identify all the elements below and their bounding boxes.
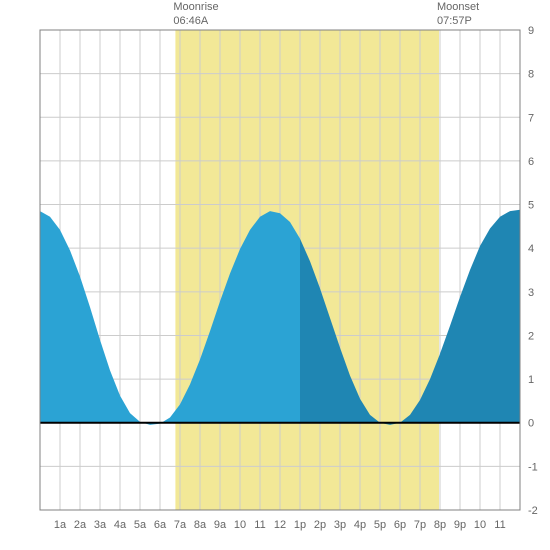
chart-svg: -2-101234567891a2a3a4a5a6a7a8a9a1011121p… [0, 0, 550, 550]
y-tick-label: 9 [528, 25, 534, 37]
y-tick-label: -2 [528, 505, 538, 517]
x-tick-label: 4p [354, 519, 366, 531]
x-tick-label: 10 [474, 519, 486, 531]
y-tick-label: 0 [528, 418, 534, 430]
x-tick-label: 9a [214, 519, 227, 531]
x-tick-label: 3a [94, 519, 107, 531]
x-tick-label: 5p [374, 519, 386, 531]
x-tick-label: 10 [234, 519, 246, 531]
y-tick-label: 8 [528, 69, 534, 81]
x-tick-label: 11 [494, 519, 505, 531]
y-tick-label: 5 [528, 200, 534, 212]
x-tick-label: 6p [394, 519, 406, 531]
x-tick-label: 4a [114, 519, 127, 531]
x-tick-label: 6a [154, 519, 167, 531]
moonrise-annotation: Moonrise 06:46A [173, 0, 218, 29]
x-tick-label: 5a [134, 519, 147, 531]
x-tick-label: 12 [274, 519, 286, 531]
x-tick-label: 3p [334, 519, 346, 531]
x-tick-label: 2p [314, 519, 326, 531]
moonrise-time: 06:46A [173, 14, 218, 28]
y-tick-label: -1 [528, 461, 538, 473]
x-tick-label: 9p [454, 519, 466, 531]
x-tick-label: 8a [194, 519, 207, 531]
y-tick-label: 1 [528, 374, 534, 386]
x-tick-label: 11 [254, 519, 265, 531]
x-tick-label: 2a [74, 519, 87, 531]
moonset-label: Moonset [437, 0, 479, 14]
y-tick-label: 6 [528, 156, 534, 168]
x-tick-label: 1p [294, 519, 306, 531]
tide-chart: Moonrise 06:46A Moonset 07:57P -2-101234… [0, 0, 550, 550]
x-tick-label: 7p [414, 519, 426, 531]
moonset-time: 07:57P [437, 14, 479, 28]
x-tick-label: 7a [174, 519, 187, 531]
moonset-annotation: Moonset 07:57P [437, 0, 479, 29]
x-tick-label: 1a [54, 519, 67, 531]
y-tick-label: 4 [528, 243, 534, 255]
x-tick-label: 8p [434, 519, 446, 531]
y-tick-label: 3 [528, 287, 534, 299]
y-tick-label: 2 [528, 330, 534, 342]
y-tick-label: 7 [528, 112, 534, 124]
moonrise-label: Moonrise [173, 0, 218, 14]
